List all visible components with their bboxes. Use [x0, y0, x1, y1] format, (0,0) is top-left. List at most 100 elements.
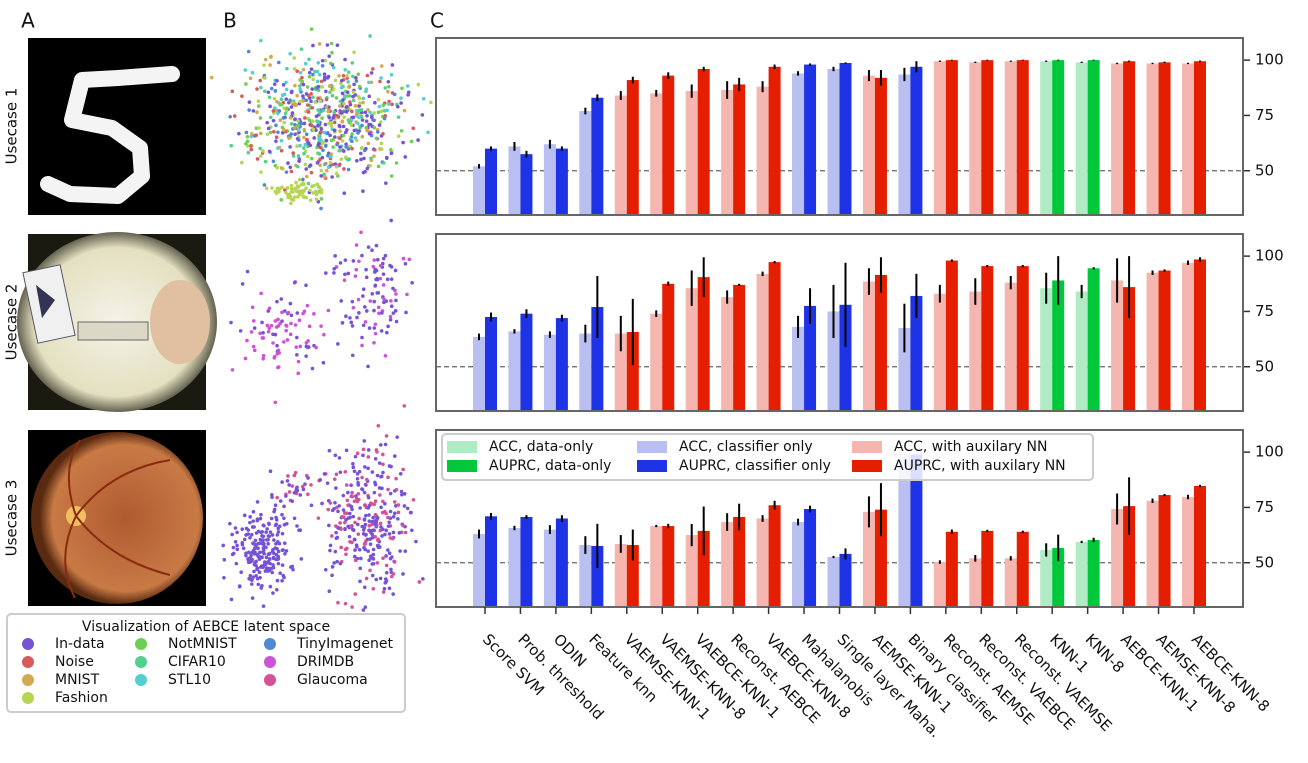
latent-point — [345, 94, 350, 98]
latent-point — [336, 509, 340, 514]
latent-point — [327, 84, 332, 88]
latent-point — [255, 157, 260, 161]
legend-marker — [22, 674, 34, 686]
latent-point — [265, 323, 270, 328]
latent-point — [353, 104, 358, 108]
latent-point — [398, 472, 403, 476]
latent-point — [344, 155, 348, 159]
latent-point — [272, 509, 276, 514]
latent-point — [370, 573, 375, 578]
latent-point — [276, 130, 280, 135]
latent-point — [382, 108, 387, 113]
latent-point — [322, 332, 326, 337]
legend-swatch — [447, 441, 477, 453]
latent-point — [328, 160, 333, 165]
latent-point — [316, 516, 321, 520]
latent-point — [379, 147, 384, 151]
latent-point — [240, 160, 244, 165]
latent-point — [296, 359, 301, 364]
latent-point — [327, 523, 331, 528]
latent-point — [394, 319, 399, 324]
latent-point — [301, 67, 306, 72]
latent-point — [281, 83, 286, 87]
latent-point — [378, 276, 383, 281]
latent-point — [270, 549, 275, 554]
latent-point — [350, 299, 355, 304]
latent-point — [289, 201, 293, 206]
latent-point — [340, 119, 345, 123]
latent-point — [275, 78, 279, 83]
latent-point — [249, 147, 254, 152]
latent-point — [295, 335, 299, 340]
bar — [1016, 531, 1029, 607]
latent-point — [391, 286, 395, 291]
latent-point — [339, 78, 344, 83]
latent-point — [396, 115, 401, 119]
latent-point — [387, 551, 392, 556]
latent-point — [323, 58, 328, 63]
latent-point — [350, 139, 354, 143]
latent-point — [337, 456, 342, 460]
latent-point — [363, 482, 368, 487]
latent-point — [294, 486, 299, 491]
y-tick-label: 100 — [1255, 51, 1284, 69]
latent-point — [402, 504, 407, 508]
latent-point — [371, 547, 376, 552]
latent-point — [356, 72, 361, 77]
latent-point — [389, 567, 393, 572]
latent-point — [249, 144, 253, 148]
bar — [1182, 63, 1194, 215]
latent-point — [260, 533, 264, 538]
latent-point — [367, 524, 372, 528]
latent-point — [264, 530, 268, 534]
latent-point — [395, 435, 399, 439]
latent-point — [401, 256, 406, 261]
latent-point — [299, 121, 304, 126]
latent-point — [309, 483, 313, 487]
latent-point — [324, 143, 328, 148]
latent-point — [230, 368, 235, 372]
latent-point — [240, 94, 244, 98]
latent-point — [379, 474, 383, 479]
latent-point — [265, 120, 269, 125]
y-tick-label: 50 — [1255, 553, 1274, 571]
latent-point — [355, 499, 360, 504]
latent-point — [346, 524, 350, 529]
latent-point — [361, 96, 366, 101]
latent-point — [359, 157, 363, 162]
latent-point — [367, 528, 371, 533]
latent-point — [324, 138, 328, 143]
latent-point — [383, 532, 387, 537]
latent-point — [379, 505, 383, 510]
x-tick-label: KNN-8 — [1082, 630, 1128, 676]
latent-point — [393, 268, 398, 273]
latent-point — [316, 124, 320, 128]
latent-point — [339, 81, 343, 86]
latent-point — [319, 206, 323, 211]
latent-point — [284, 87, 289, 92]
latent-point — [394, 487, 399, 492]
latent-point — [267, 306, 272, 311]
y-tick-label: 50 — [1255, 161, 1274, 179]
latent-point — [301, 94, 305, 98]
latent-point — [235, 547, 240, 552]
latent-point — [357, 547, 362, 552]
latent-point — [279, 148, 284, 153]
latent-point — [334, 486, 338, 490]
bar — [898, 74, 911, 215]
latent-point — [355, 451, 360, 456]
bar — [508, 146, 521, 215]
latent-point — [304, 195, 309, 200]
latent-point — [324, 105, 329, 109]
latent-point — [356, 532, 361, 536]
latent-point — [279, 138, 284, 143]
latent-point — [282, 541, 287, 546]
latent-point — [301, 146, 306, 150]
latent-point — [258, 154, 263, 158]
latent-point — [277, 60, 281, 65]
latent-point — [333, 500, 337, 505]
latent-point — [291, 567, 295, 572]
latent-point — [255, 567, 260, 572]
latent-point — [358, 506, 362, 510]
latent-point — [298, 143, 302, 148]
